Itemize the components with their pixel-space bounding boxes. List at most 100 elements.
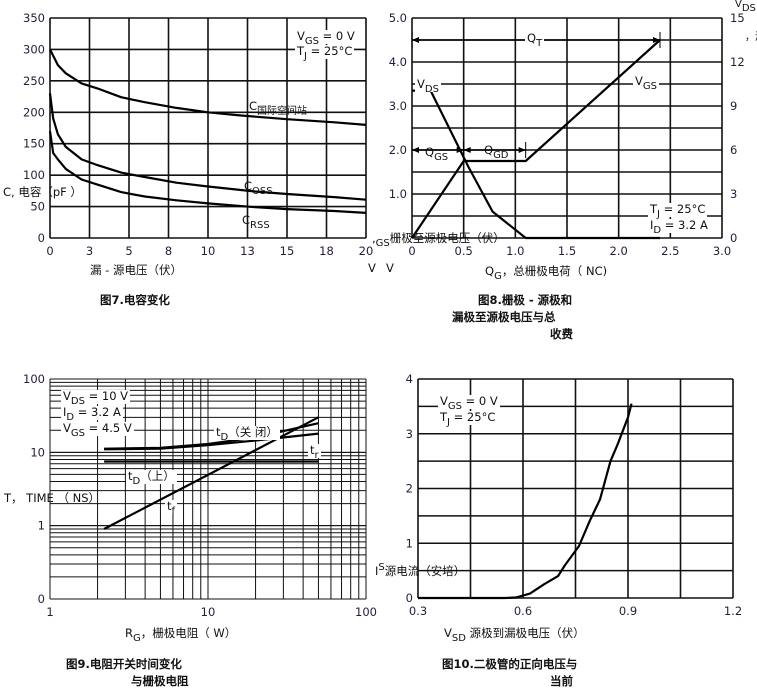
chart2-caption-line3: 收费 bbox=[550, 327, 573, 341]
chart3-condition-id: ID = 3.2 A bbox=[61, 405, 123, 423]
series-line-CRSS bbox=[48, 130, 367, 214]
chart3-condition-vgs: VGS = 4.5 V bbox=[61, 421, 134, 439]
chart2-condition-tj: TJ = 25°C bbox=[648, 202, 708, 220]
chart3-xlabel: RG，栅极电阻（ W） bbox=[125, 626, 237, 645]
chart1-label-crss: CRSS bbox=[242, 213, 270, 232]
chart3-caption-line1: 图9.电阻开关时间变化 bbox=[66, 657, 182, 671]
y2-tick-label: 15 bbox=[730, 11, 745, 25]
y-tick-label: 150 bbox=[23, 137, 45, 151]
chart2-ylabel-right: VDS bbox=[735, 0, 756, 14]
chart2-label-qgs: QGS bbox=[425, 145, 449, 164]
chart2-ylabel-left-unit: V bbox=[386, 261, 394, 275]
y-tick-label: 10 bbox=[30, 445, 45, 459]
chart2-ylabel-left: ,GS栅极至源极电压（伏） bbox=[372, 231, 505, 250]
series-line-COSS bbox=[48, 93, 367, 201]
x-tick-label: 20 bbox=[359, 244, 374, 258]
chart3-label-tf: tf bbox=[165, 499, 178, 517]
series-line-C国际空间站 bbox=[49, 48, 367, 126]
y2-tick-label: 9 bbox=[730, 99, 737, 113]
chart1-label-ciss: C国际空间站 bbox=[249, 99, 308, 118]
chart4-caption-line2: 当前 bbox=[550, 674, 573, 688]
series-line-tD(关闭) bbox=[104, 432, 319, 451]
chart4-xlabel: VSD 源极到漏极电压（伏） bbox=[444, 626, 585, 645]
chart-4: 0.3 0.6 0.9 1.2 0 1 2 3 4 bbox=[406, 372, 742, 618]
chart2-caption-line1: 图8.栅极 - 源极和 bbox=[478, 293, 573, 307]
qt-arrowhead-left bbox=[412, 37, 419, 43]
y-tick-label: 4.0 bbox=[389, 55, 407, 69]
qgd-arrowhead-left bbox=[463, 147, 471, 153]
y-tick-label: 0 bbox=[38, 231, 45, 245]
y-tick-label: 200 bbox=[23, 105, 45, 119]
x-tick-label: 10 bbox=[201, 605, 216, 619]
x-tick-label: 1 bbox=[46, 605, 53, 619]
chart3-condition-vds: VDS = 10 V bbox=[61, 389, 131, 407]
qgd-arrowhead-right bbox=[518, 147, 526, 153]
x-tick-label: 1.0 bbox=[506, 244, 524, 258]
x-tick-label: 8 bbox=[165, 244, 172, 258]
y-tick-label: 2.0 bbox=[389, 143, 407, 157]
y-tick-label: 0 bbox=[406, 591, 413, 605]
chart1-condition-tj: TJ = 25°C bbox=[295, 44, 355, 62]
y-tick-label: 0 bbox=[38, 592, 45, 606]
chart4-condition-tj: TJ = 25°C bbox=[438, 410, 498, 428]
y2-tick-label: 12 bbox=[730, 55, 745, 69]
chart3-label-tr: tr bbox=[308, 443, 321, 461]
chart3-label-td-on: tD（上） bbox=[126, 469, 177, 487]
x-tick-label: 5 bbox=[125, 244, 132, 258]
chart1-caption: 图7.电容变化 bbox=[100, 293, 170, 307]
chart1-ylabel: C, 电容（pF ） bbox=[3, 185, 82, 199]
qgs-arrowhead-right bbox=[456, 147, 464, 153]
chart4-ylabel: IS源电流（安培） bbox=[375, 562, 466, 578]
x-tick-label: 1.2 bbox=[724, 604, 742, 618]
y-tick-label: 100 bbox=[23, 168, 45, 182]
y-tick-label: 2 bbox=[406, 482, 413, 496]
series-line-VGS bbox=[411, 39, 661, 239]
y-tick-label: 50 bbox=[30, 200, 45, 214]
chart1-condition-vgs: VGS = 0 V bbox=[295, 29, 357, 47]
x-tick-label: 3.0 bbox=[713, 244, 731, 258]
x-tick-label: 0 bbox=[46, 244, 53, 258]
y-tick-label: 1.0 bbox=[389, 187, 407, 201]
y2-tick-label: 6 bbox=[730, 143, 737, 157]
y-tick-label: 1 bbox=[38, 519, 45, 533]
qt-arrowhead-right bbox=[653, 37, 660, 43]
y-tick-label: 5.0 bbox=[389, 11, 407, 25]
y-tick-label: 3 bbox=[406, 427, 413, 441]
x-tick-label: 10 bbox=[201, 244, 216, 258]
x-tick-label: 0.6 bbox=[514, 604, 532, 618]
y-tick-label: 300 bbox=[23, 42, 45, 56]
x-tick-label: 1.5 bbox=[558, 244, 576, 258]
chart2-caption-line2: 漏极至源极电压与总 bbox=[452, 310, 556, 324]
x-tick-label: 100 bbox=[355, 605, 377, 619]
chart1-x-unit: V bbox=[368, 261, 376, 275]
x-tick-label: 2.0 bbox=[610, 244, 628, 258]
chart2-condition-id: ID = 3.2 A bbox=[648, 218, 710, 236]
x-tick-label: 0 bbox=[408, 244, 415, 258]
chart2-label-qgd: QGD bbox=[484, 143, 509, 162]
x-tick-label: 0.5 bbox=[455, 244, 473, 258]
x-tick-label: 0.3 bbox=[409, 604, 427, 618]
chart2-xlabel: QG，总栅极电荷（ NC) bbox=[485, 264, 608, 283]
qgs-arrowhead-left bbox=[412, 147, 419, 153]
x-tick-label: 13 bbox=[240, 244, 255, 258]
y-tick-label: 1 bbox=[406, 536, 413, 550]
chart1-xlabel: 漏 - 源电压（伏） bbox=[90, 263, 182, 277]
y2-tick-label: 0 bbox=[730, 231, 737, 245]
x-tick-label: 18 bbox=[319, 244, 334, 258]
chart3-ylabel: T， TIME （ NS） bbox=[4, 491, 100, 505]
series-line-tf bbox=[103, 416, 319, 530]
y-tick-label: 4 bbox=[406, 372, 413, 386]
chart2-label-qt: QT bbox=[525, 31, 545, 49]
x-tick-label: 0.9 bbox=[619, 604, 637, 618]
chart1-label-coss: COSS bbox=[244, 179, 273, 198]
y-tick-label: 350 bbox=[23, 11, 45, 25]
chart3-label-td-off: tD（关 闭） bbox=[214, 425, 280, 443]
chart4-condition-vgs: VGS = 0 V bbox=[438, 394, 500, 412]
chart3-caption-line2: 与栅极电阻 bbox=[131, 674, 189, 688]
y2-tick-label: 3 bbox=[730, 187, 737, 201]
chart2-ylabel-right-rest: ，漏 bbox=[745, 32, 757, 43]
series-line-IS bbox=[418, 403, 633, 600]
x-tick-label: 15 bbox=[280, 244, 295, 258]
